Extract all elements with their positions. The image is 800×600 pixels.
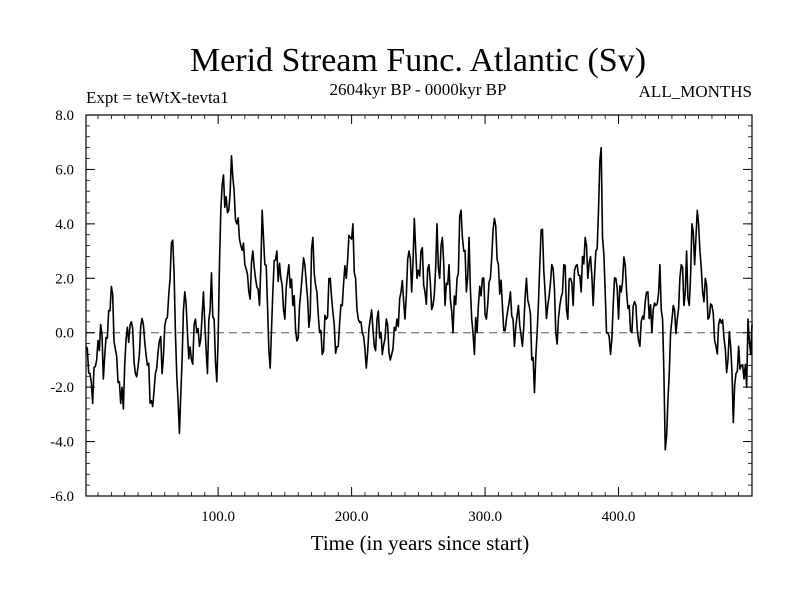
- x-tick-label: 100.0: [201, 509, 235, 525]
- y-tick-label: -4.0: [50, 435, 74, 451]
- y-tick-label: 2.0: [55, 271, 74, 287]
- y-tick-label: -6.0: [50, 489, 74, 505]
- y-tick-label: 6.0: [55, 162, 74, 178]
- x-tick-label: 300.0: [468, 509, 502, 525]
- y-tick-label: 4.0: [55, 217, 74, 233]
- plot-frame: [85, 114, 753, 497]
- series-line-0: [85, 146, 753, 451]
- y-tick-label: 0.0: [55, 326, 74, 342]
- time-range-label: 2604kyr BP - 0000kyr BP: [330, 80, 507, 99]
- x-axis-title: Time (in years since start): [311, 531, 530, 555]
- x-tick-label: 200.0: [335, 509, 369, 525]
- x-tick-label: 400.0: [602, 509, 636, 525]
- months-label: ALL_MONTHS: [639, 82, 752, 101]
- chart-title: Merid Stream Func. Atlantic (Sv): [190, 42, 646, 79]
- y-tick-label: -2.0: [50, 380, 74, 396]
- experiment-label: Expt = teWtX-tevta1: [86, 88, 229, 107]
- y-tick-label: 8.0: [55, 108, 74, 124]
